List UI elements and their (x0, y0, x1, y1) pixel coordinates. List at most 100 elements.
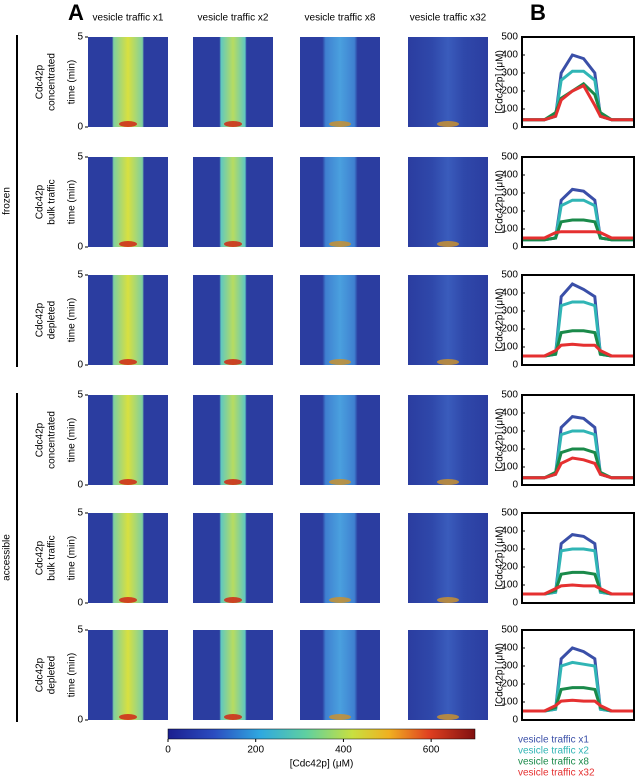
y-tick-label: 400 (501, 288, 518, 299)
plot-frame (521, 512, 635, 604)
y-tick-label: 400 (501, 50, 518, 61)
y-tick-label: 200 (501, 679, 518, 690)
heatmap-hotspot (224, 714, 242, 720)
profile-line (522, 570, 634, 596)
panel-label: B (530, 0, 546, 25)
row-label: Cdc42p (35, 302, 46, 337)
time-tick-label: 5 (77, 152, 83, 163)
legend-entry: vesicle traffic x32 (518, 768, 595, 779)
row-label: Cdc42p (35, 657, 46, 692)
profile-line (522, 429, 634, 480)
y-tick-label: 500 (501, 625, 518, 636)
y-tick-label: 200 (501, 324, 518, 335)
time-tick-label: 0 (77, 480, 83, 491)
time-tick-label: 0 (77, 242, 83, 253)
y-tick-label: 0 (512, 242, 518, 253)
heatmap (88, 275, 168, 365)
profile-line (522, 447, 634, 480)
y-tick-label: 100 (501, 580, 518, 591)
profile-line (522, 329, 634, 358)
y-tick-label: 100 (501, 224, 518, 235)
column-title: vesicle traffic x32 (410, 13, 487, 24)
heatmap-hotspot (119, 359, 137, 365)
row-label: bulk traffic (47, 179, 58, 224)
heatmap-hotspot (329, 121, 351, 127)
y-tick-label: 300 (501, 306, 518, 317)
y-tick-label: 0 (512, 598, 518, 609)
time-tick-label: 5 (77, 32, 83, 43)
plot-frame (521, 274, 635, 366)
y-tick-label: 200 (501, 444, 518, 455)
heatmap-hotspot (437, 479, 459, 485)
time-axis-label: time (min) (67, 180, 78, 224)
heatmap (88, 37, 168, 127)
plot-frame (521, 36, 635, 128)
panel-label: A (68, 0, 84, 25)
time-tick-label: 5 (77, 270, 83, 281)
time-axis-label: time (min) (67, 418, 78, 462)
heatmap-hotspot (437, 241, 459, 247)
time-tick-label: 0 (77, 360, 83, 371)
heatmap (300, 395, 380, 485)
y-axis-label: [Cdc42p] (μM) (495, 408, 506, 472)
heatmap (300, 157, 380, 247)
heatmap (408, 513, 488, 603)
heatmap (300, 630, 380, 720)
y-tick-label: 300 (501, 426, 518, 437)
heatmap-hotspot (329, 714, 351, 720)
profile-line (522, 300, 634, 358)
y-tick-label: 100 (501, 697, 518, 708)
legend-entry: vesicle traffic x1 (518, 735, 589, 746)
group-label: accessible (2, 534, 13, 581)
heatmap-hotspot (119, 714, 137, 720)
y-tick-label: 0 (512, 122, 518, 133)
heatmap (193, 157, 273, 247)
row-label: Cdc42p (35, 422, 46, 457)
column-title: vesicle traffic x1 (93, 13, 164, 24)
column-title: vesicle traffic x2 (198, 13, 269, 24)
heatmap-hotspot (329, 359, 351, 365)
profile-line (522, 583, 634, 596)
heatmap-hotspot (437, 121, 459, 127)
heatmap-hotspot (119, 597, 137, 603)
time-tick-label: 5 (77, 508, 83, 519)
y-axis-label: [Cdc42p] (μM) (495, 170, 506, 234)
profile-line (522, 342, 634, 358)
y-tick-label: 500 (501, 390, 518, 401)
y-tick-label: 100 (501, 342, 518, 353)
heatmap-hotspot (119, 241, 137, 247)
y-axis-label: [Cdc42p] (μM) (495, 50, 506, 114)
row-label: Cdc42p (35, 540, 46, 575)
y-tick-label: 300 (501, 68, 518, 79)
plot-frame (521, 629, 635, 721)
heatmap (408, 275, 488, 365)
colorbar (167, 728, 476, 740)
y-tick-label: 500 (501, 32, 518, 43)
column-title: vesicle traffic x8 (305, 13, 376, 24)
y-tick-label: 0 (512, 360, 518, 371)
y-tick-label: 0 (512, 480, 518, 491)
time-axis-label: time (min) (67, 298, 78, 342)
profile-line (522, 69, 634, 122)
time-tick-label: 0 (77, 598, 83, 609)
heatmap-hotspot (329, 597, 351, 603)
row-label: depleted (47, 656, 58, 694)
y-axis-label: [Cdc42p] (μM) (495, 643, 506, 707)
heatmap (408, 630, 488, 720)
heatmap (300, 37, 380, 127)
y-tick-label: 500 (501, 152, 518, 163)
y-tick-label: 100 (501, 104, 518, 115)
time-tick-label: 0 (77, 715, 83, 726)
y-tick-label: 100 (501, 462, 518, 473)
time-axis-label: time (min) (67, 60, 78, 104)
heatmap-hotspot (437, 597, 459, 603)
legend-entry: vesicle traffic x8 (518, 757, 589, 768)
heatmap-hotspot (224, 479, 242, 485)
colorbar-tick-label: 200 (247, 745, 264, 756)
heatmap (88, 630, 168, 720)
row-label: bulk traffic (47, 535, 58, 580)
row-label: depleted (47, 301, 58, 339)
y-tick-label: 400 (501, 526, 518, 537)
group-label: frozen (2, 187, 13, 215)
heatmap (193, 630, 273, 720)
